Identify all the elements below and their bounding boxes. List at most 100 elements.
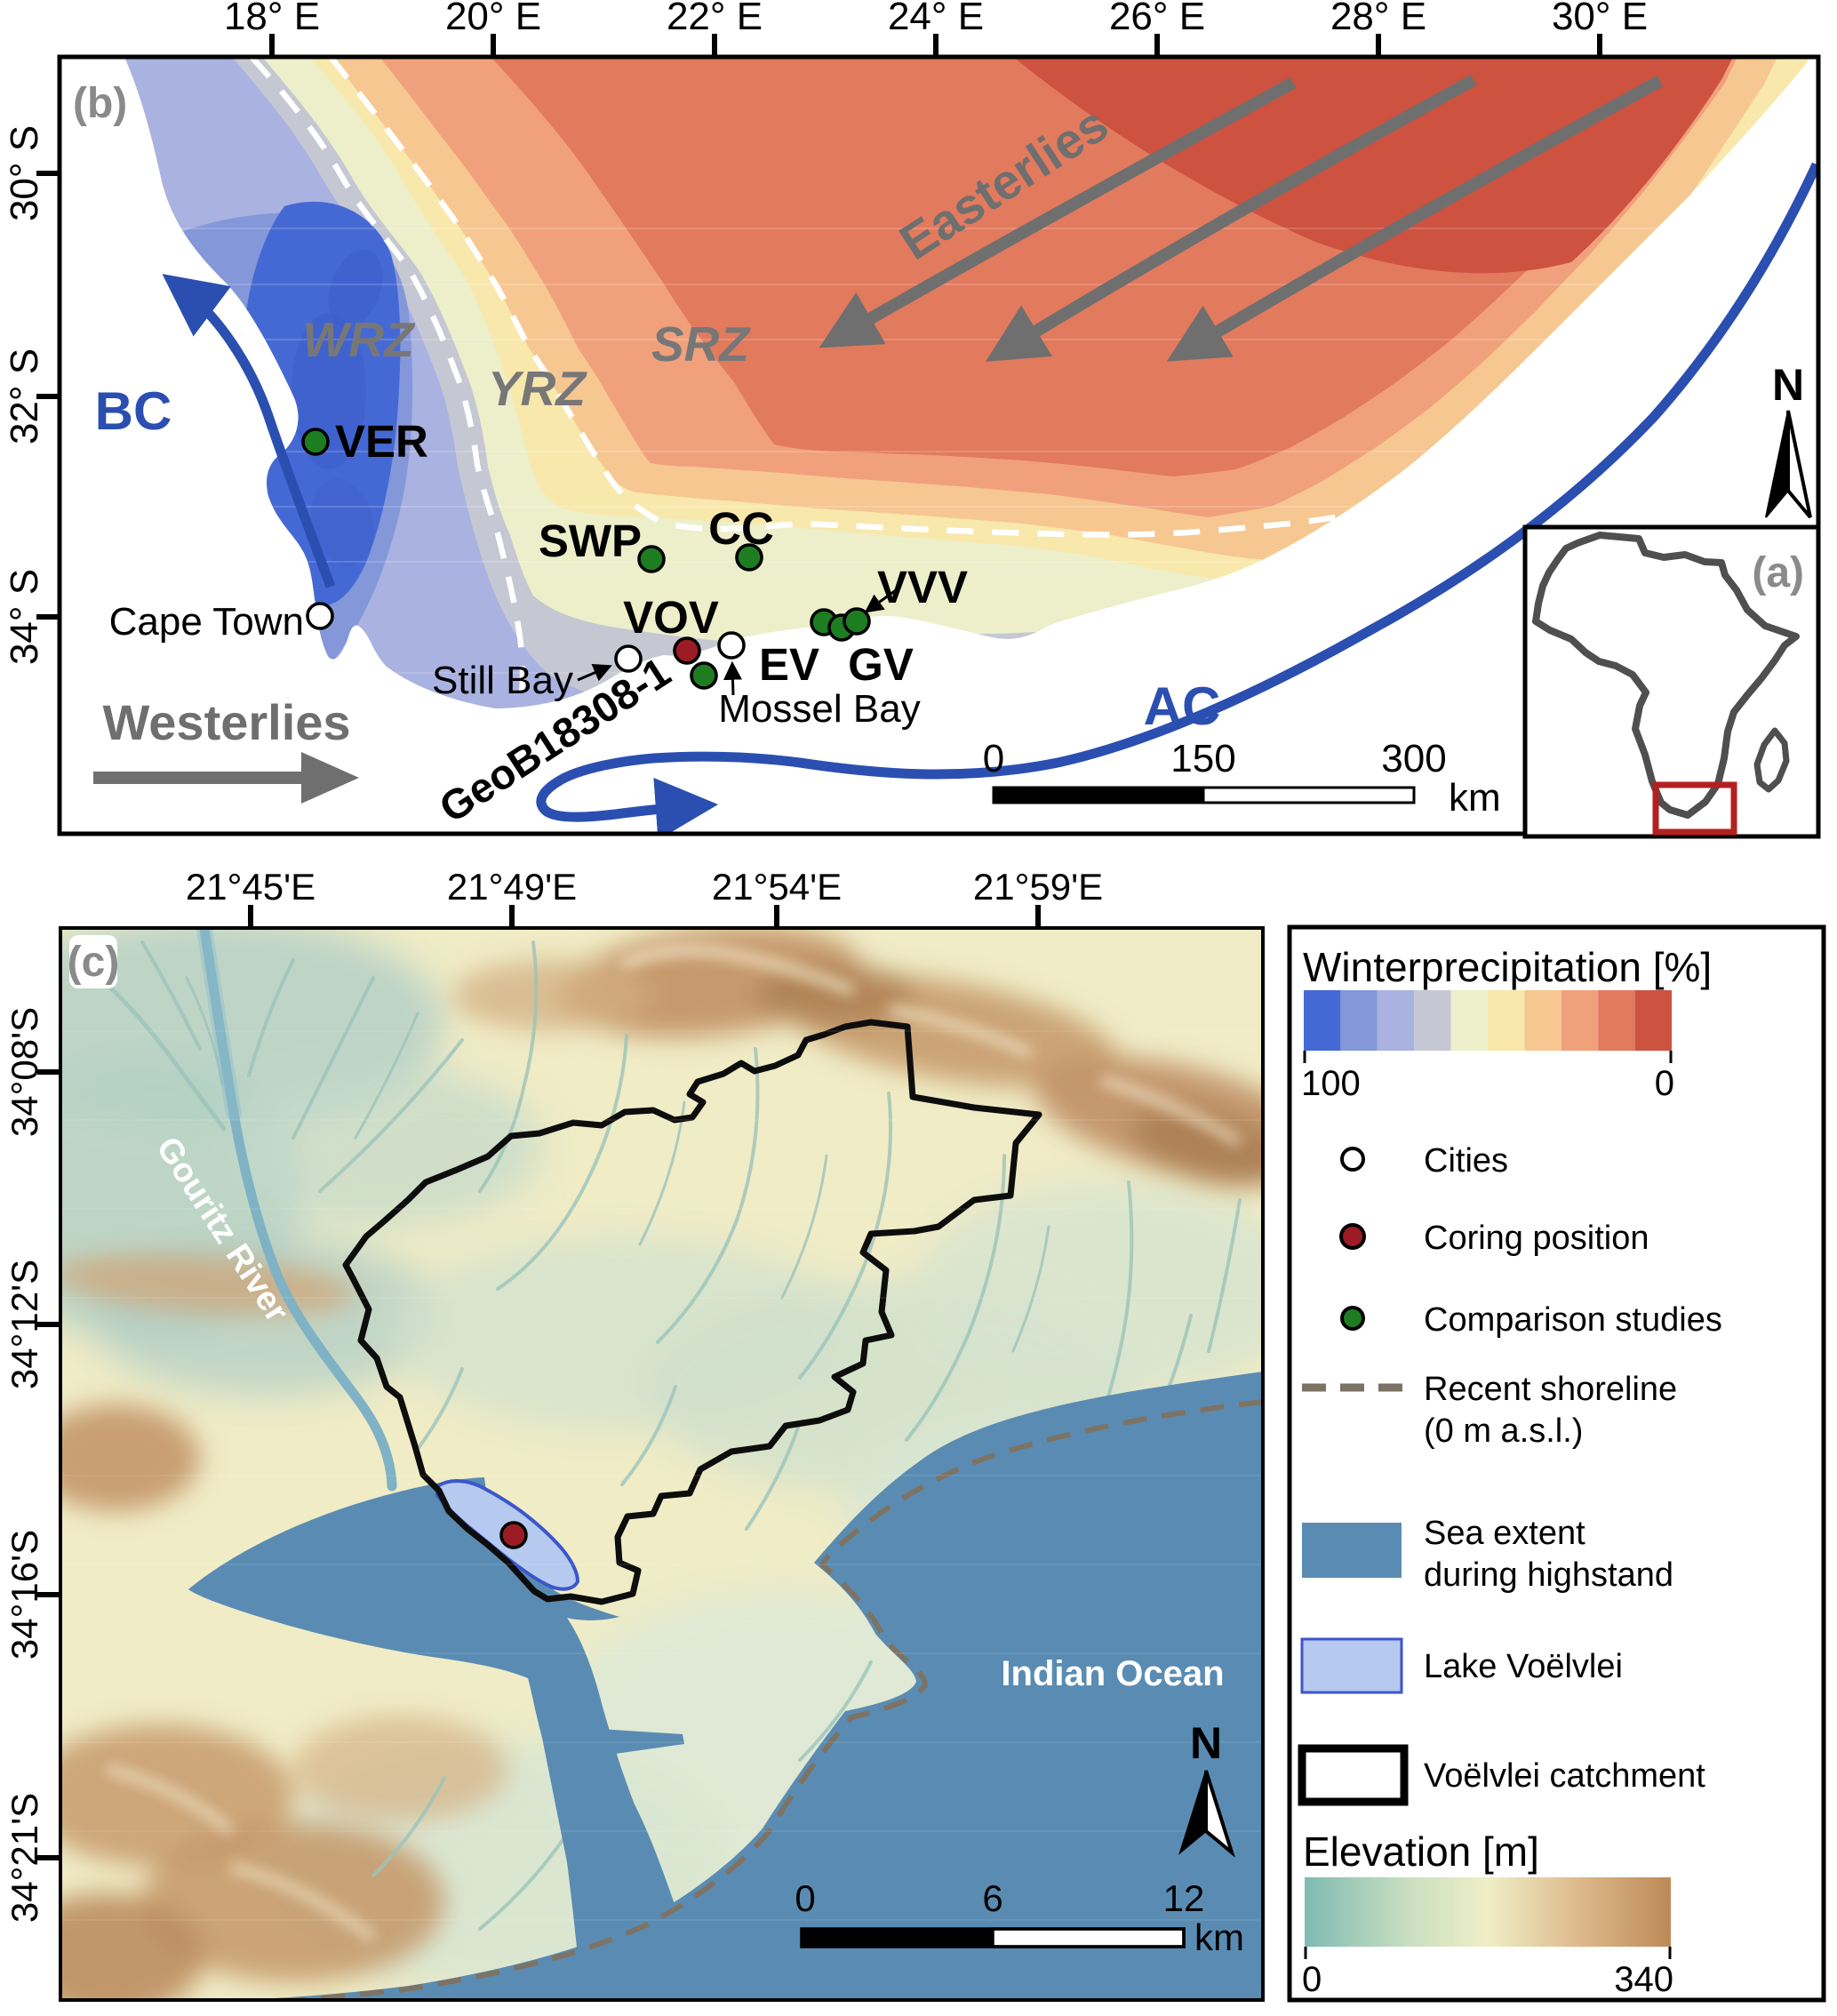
north-c-label: N [1190,1718,1222,1768]
elevation-colorbar [1305,1877,1671,1947]
north-arrow-b: N [1765,360,1812,519]
westerlies-arrow [93,752,359,804]
legend-precip-colorbar: 100 0 [1301,990,1674,1103]
dot-geob [690,661,718,690]
dot-ver [301,428,330,456]
cities-label: Cities [1424,1142,1508,1180]
c-lon-tick-2154: 21°54'E [712,866,842,908]
precip-left-label: 100 [1301,1064,1361,1103]
shoreline-label2: (0 m a.s.l.) [1424,1412,1583,1450]
panel-b-lat-axis: 30° S 32° S 34° S [3,125,59,665]
legend-item-cities: Cities [1340,1142,1508,1180]
still-bay-leader-arrow [577,663,612,682]
coring-label: Coring position [1424,1220,1649,1257]
scalebar-c-12: 12 [1163,1877,1205,1919]
sea-extent-label: Sea extent [1424,1515,1585,1552]
dot-vvv-3 [843,607,871,636]
lat-tick-30s: 30° S [3,125,46,221]
lat-tick-34s: 34° S [3,569,46,665]
lat-tick-32s: 32° S [3,348,46,444]
dot-cape-town [306,602,334,630]
legend: Winterprecipitation [%] 100 0 Cities Cor… [1287,924,1826,2003]
africa-outline [1532,532,1800,819]
lon-tick-22e: 22° E [667,0,763,38]
panel-b-tag: (b) [73,80,127,127]
precip-swatch-2 [1340,990,1378,1051]
panel-b-scalebar: 0 150 300 km [983,737,1501,820]
cities-symbol [1340,1147,1365,1172]
scalebar-c-0: 0 [795,1877,815,1919]
north-arrow-c: N [1178,1718,1235,1858]
site-dots [301,428,871,690]
panel-c: 21°45'E 21°49'E 21°54'E 21°59'E 34°08'S … [4,866,1265,2002]
zone-yrz: YRZ [488,361,587,416]
c-lat-tick-3408: 34°08'S [4,1007,45,1137]
study-area-box [1652,781,1737,836]
precip-swatch-1 [1304,990,1341,1051]
sea-ocean [240,1372,1263,2000]
label-bc: BC [95,381,172,441]
easterlies-arrows [819,74,1664,362]
lon-tick-30e: 30° E [1552,0,1648,38]
c-lat-tick-3421: 34°21'S [4,1793,45,1923]
north-b-label: N [1772,360,1804,410]
elev-left-label: 0 [1302,1960,1322,1999]
legend-item-comparison: Comparison studies [1340,1301,1722,1339]
comparison-symbol [1340,1306,1365,1331]
dot-swp [637,545,666,573]
panel-b: 18° E 20° E 22° E 24° E 26° E 28° E 30° … [3,0,1821,839]
lon-tick-18e: 18° E [224,0,320,38]
dot-mossel-bay [717,631,746,660]
legend-elevation: Elevation [m] 0 340 [1302,1828,1673,1999]
lon-tick-20e: 20° E [445,0,541,38]
legend-item-shoreline: Recent shoreline (0 m a.s.l.) [1302,1371,1677,1450]
zone-wrz: WRZ [302,312,416,367]
gouritz-river [199,928,397,1492]
label-ver: VER [335,416,428,467]
legend-border [1287,924,1826,2003]
lake-symbol [1300,1637,1403,1694]
recent-shoreline [268,1399,1263,2000]
c-lon-tick-2145: 21°45'E [186,866,315,908]
inset-a-tag: (a) [1752,549,1804,596]
precip-swatch-9 [1598,990,1635,1051]
legend-item-catchment: Voëlvlei catchment [1298,1744,1705,1806]
c-lat-tick-3412: 34°12'S [4,1260,45,1389]
panel-b-border [57,54,1821,836]
lake-label: Lake Voëlvlei [1424,1648,1623,1685]
voelvlei-catchment-outline [342,1019,1042,1605]
legend-elev-title: Elevation [m] [1303,1828,1539,1875]
label-swp: SWP [539,516,642,566]
panel-c-tag: (c) [68,939,120,986]
boundary-yrz-srz [328,57,1498,538]
madagascar-outline [1753,727,1790,793]
precip-swatch-10 [1634,990,1672,1051]
boundary-wrz-yrz [249,57,526,694]
label-vov: VOV [623,592,719,643]
precip-swatch-7 [1524,990,1561,1051]
label-cape-town: Cape Town [109,600,304,644]
elev-right-label: 340 [1614,1960,1673,1999]
coring-symbol [1339,1223,1366,1250]
label-mossel-bay: Mossel Bay [718,687,920,731]
label-cc: CC [708,503,774,554]
catchment-symbol [1298,1744,1409,1806]
legend-item-lake: Lake Voëlvlei [1300,1637,1623,1694]
panel-c-scalebar: 0 6 12 km [795,1877,1244,1958]
scalebar-b-0: 0 [983,737,1004,780]
c-lon-tick-2149: 21°49'E [447,866,577,908]
label-indian-ocean: Indian Ocean [1001,1654,1224,1693]
c-lon-tick-2159: 21°59'E [973,866,1103,908]
sea-spur [585,1728,684,1757]
scalebar-c-6: 6 [982,1877,1002,1919]
precip-swatch-8 [1561,990,1599,1051]
scalebar-b-300: 300 [1381,737,1446,780]
precip-swatch-3 [1377,990,1415,1051]
dot-still-bay [614,644,643,673]
panel-c-lon-axis: 21°45'E 21°49'E 21°54'E 21°59'E [186,866,1103,927]
agulhas-current-arrow [536,162,1818,834]
catchment-label: Voëlvlei catchment [1424,1757,1705,1795]
inset-a: (a) [1522,524,1821,839]
c-lat-tick-3416: 34°16'S [4,1530,45,1660]
comparison-label: Comparison studies [1424,1301,1722,1339]
